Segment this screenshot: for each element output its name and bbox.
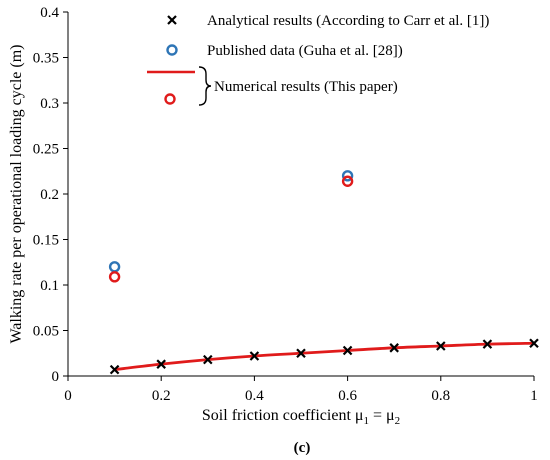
analytical-point [109, 364, 120, 375]
analytical-point [436, 341, 446, 351]
x-ticks: 0 0.2 0.4 0.6 0.8 1 [64, 376, 538, 404]
analytical-point [156, 359, 166, 369]
analytical-point [203, 354, 213, 365]
published-data-point [108, 261, 121, 273]
x-axis-label-sub1: 1 [363, 415, 369, 427]
x-axis-label-main: Soil friction coefficient μ [202, 407, 364, 424]
analytical-point [296, 348, 306, 359]
legend-brace [198, 66, 212, 106]
published-data-point [341, 170, 354, 182]
x-axis-label: Soil friction coefficient μ1 = μ2 [202, 407, 400, 427]
numerical-results-point [108, 271, 121, 283]
y-tick-label: 0.3 [40, 96, 59, 112]
x-tick-label: 0.4 [245, 388, 264, 404]
y-tick-label: 0.05 [33, 324, 59, 340]
numerical-results-line [114, 341, 535, 372]
legend-label-published: Published data (Guha et al. [28]) [207, 43, 403, 59]
y-ticks: 0 0.05 0.1 0.15 0.2 0.25 0.3 0.35 0.4 [33, 5, 68, 385]
y-axis-label: Walking rate per operational loading cyc… [8, 44, 25, 343]
legend-label-numerical: Numerical results (This paper) [214, 79, 398, 95]
x-tick-label: 1 [530, 388, 538, 404]
x-axis-label-sub2: 2 [395, 415, 401, 427]
y-tick-label: 0.15 [33, 233, 59, 249]
y-tick-label: 0.4 [40, 5, 59, 21]
x-tick-label: 0.6 [338, 388, 357, 404]
y-tick-label: 0 [52, 369, 60, 385]
numerical-results-point [341, 175, 354, 187]
legend-label-analytical: Analytical results (According to Carr et… [207, 13, 489, 29]
series-layer [108, 170, 539, 375]
y-tick-label: 0.2 [40, 187, 59, 203]
analytical-point [342, 345, 353, 356]
legend-marker-published-circle [166, 44, 178, 56]
figure-caption: (c) [294, 440, 311, 456]
analytical-point [482, 339, 493, 349]
y-tick-label: 0.1 [40, 278, 59, 294]
y-tick-label: 0.35 [33, 51, 59, 67]
analytical-point [249, 351, 260, 361]
x-tick-label: 0 [64, 388, 72, 404]
y-tick-label: 0.25 [33, 142, 59, 158]
legend-marker-numerical-circle [164, 93, 176, 105]
analytical-point [529, 338, 539, 349]
x-tick-label: 0.2 [152, 388, 171, 404]
legend-marker-analytical-x [167, 15, 177, 25]
analytical-point [389, 343, 399, 353]
legend: Analytical results (According to Carr et… [147, 13, 489, 106]
x-tick-label: 0.8 [431, 388, 450, 404]
x-axis-label-eq: = μ [369, 407, 395, 424]
